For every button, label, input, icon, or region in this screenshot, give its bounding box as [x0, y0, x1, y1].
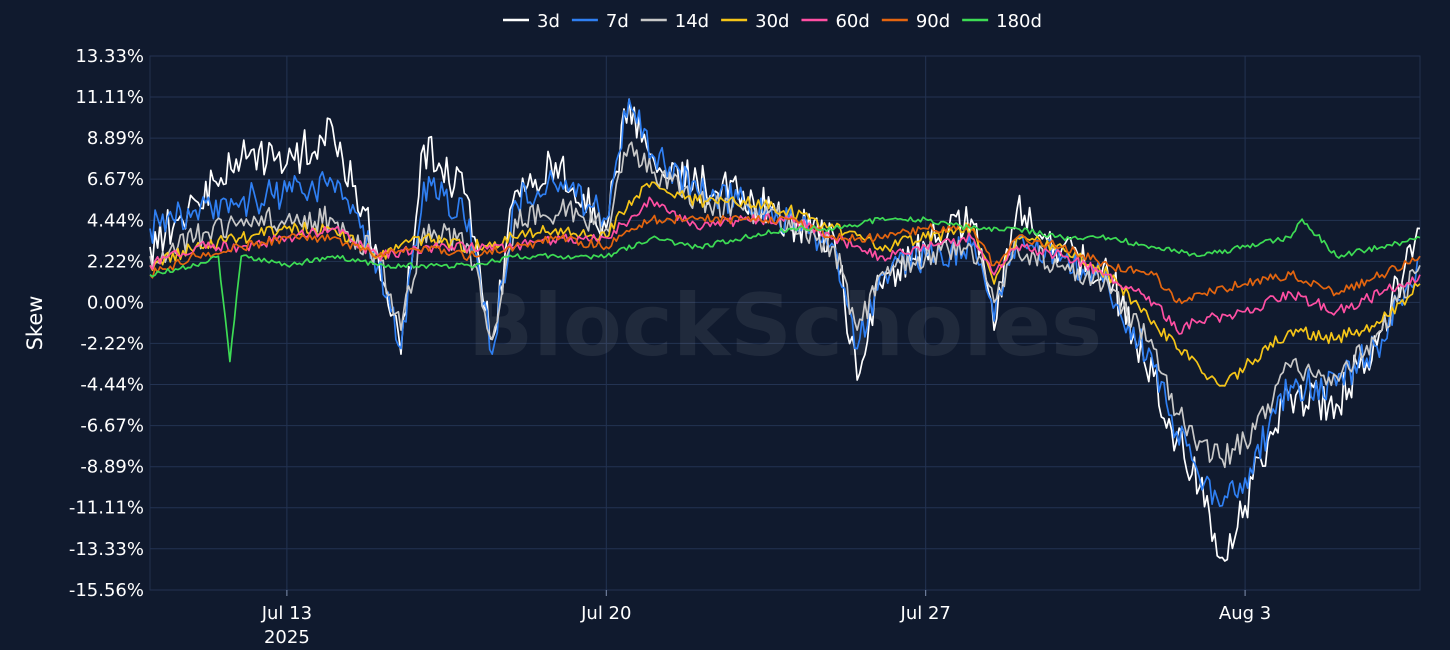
series-line-7d	[149, 98, 1421, 507]
y-tick-label: 8.89%	[87, 128, 144, 149]
y-tick-label: 0.00%	[87, 292, 144, 313]
legend-label-7d[interactable]: 7d	[606, 11, 629, 32]
y-axis-title: Skew	[23, 296, 47, 351]
watermark: BlockScholes	[468, 276, 1103, 376]
series-line-30d	[149, 181, 1421, 387]
x-tick-year-label: 2025	[264, 627, 310, 648]
series-line-14d	[149, 141, 1421, 469]
grid	[149, 55, 1421, 591]
x-tick-label: Aug 3	[1219, 603, 1271, 624]
legend-label-30d[interactable]: 30d	[755, 11, 789, 32]
legend-label-90d[interactable]: 90d	[916, 11, 950, 32]
y-tick-label: -2.22%	[80, 333, 144, 354]
legend-label-180d[interactable]: 180d	[996, 11, 1042, 32]
y-axis: 13.33% 11.11% 8.89% 6.67% 4.44% 2.22% 0.00% -2.…	[69, 46, 144, 601]
legend-label-14d[interactable]: 14d	[675, 11, 709, 32]
x-tick-label: Jul 20	[580, 603, 631, 624]
x-tick-label: Jul 13	[261, 603, 312, 624]
y-tick-label: 2.22%	[87, 251, 144, 272]
legend-label-3d[interactable]: 3d	[537, 11, 560, 32]
y-tick-label: 6.67%	[87, 169, 144, 190]
legend: 3d 7d 14d 30d 60d 90d 180d	[503, 11, 1042, 32]
x-axis: Jul 13 2025 Jul 20 Jul 27 Aug 3	[261, 590, 1271, 648]
y-tick-label: 4.44%	[87, 210, 144, 231]
y-tick-label: -6.67%	[80, 416, 144, 437]
x-tick-label: Jul 27	[900, 603, 951, 624]
y-tick-label: -11.11%	[69, 498, 144, 519]
y-tick-label: -8.89%	[80, 457, 144, 478]
series-lines	[149, 98, 1421, 562]
y-tick-label: -15.56%	[69, 580, 144, 601]
legend-label-60d[interactable]: 60d	[835, 11, 869, 32]
series-line-180d	[149, 216, 1421, 363]
y-tick-label: -4.44%	[80, 374, 144, 395]
y-tick-label: 13.33%	[75, 46, 144, 67]
y-tick-label: 11.11%	[75, 87, 144, 108]
series-line-90d	[149, 213, 1421, 305]
y-tick-label: -13.33%	[69, 539, 144, 560]
